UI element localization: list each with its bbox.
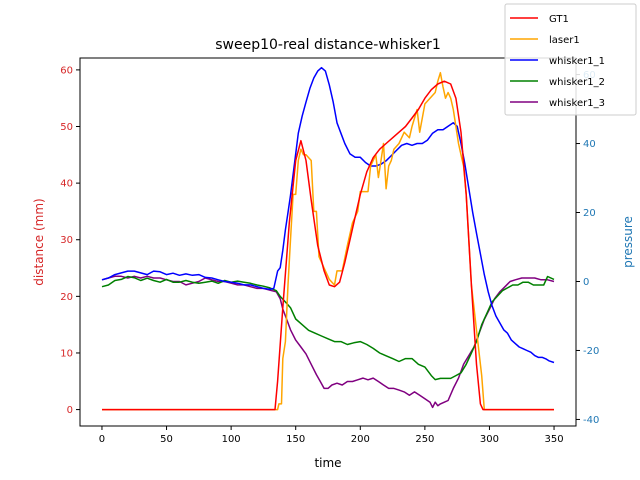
y-right-tick-label: 40 [583, 139, 596, 150]
y-left-tick-label: 40 [60, 179, 73, 190]
x-tick-label: 250 [415, 434, 434, 445]
y-left-tick-label: 60 [60, 65, 73, 76]
y-axis-left-label: distance (mm) [32, 198, 46, 285]
plot-frame [79, 57, 577, 427]
series-line-GT1 [102, 80, 554, 411]
legend-label-whisker1_1: whisker1_1 [549, 56, 605, 67]
legend-label-laser1: laser1 [549, 35, 580, 46]
x-tick-label: 300 [480, 434, 499, 445]
series-line-whisker1_1 [101, 66, 555, 364]
x-tick-label: 50 [160, 434, 173, 445]
x-tick-label: 350 [544, 434, 563, 445]
legend-label-whisker1_3: whisker1_3 [549, 98, 605, 109]
y-right-tick-label: 20 [583, 208, 596, 219]
chart-title: sweep10-real distance-whisker1 [215, 37, 440, 53]
legend-box [504, 3, 637, 116]
y-left-tick-label: 50 [60, 122, 73, 133]
y-right-tick-label: -20 [583, 346, 599, 357]
series-layer [101, 66, 555, 411]
y-left-tick-label: 0 [67, 405, 73, 416]
legend: GT1 laser1 whisker1_1 whisker1_2 whisker1_3 [504, 3, 637, 116]
y-right-tick-label: 0 [583, 277, 589, 288]
x-tick-label: 200 [351, 434, 370, 445]
y-left-tick-label: 20 [60, 292, 73, 303]
x-tick-label: 0 [99, 434, 105, 445]
x-axis-label: time [314, 456, 341, 470]
series-line-whisker1_2 [101, 275, 555, 381]
x-tick-label: 150 [286, 434, 305, 445]
y-left-tick-label: 10 [60, 348, 73, 359]
legend-label-whisker1_2: whisker1_2 [549, 77, 605, 88]
x-tick-label: 100 [222, 434, 241, 445]
y-axis-right-label: pressure [621, 216, 635, 268]
legend-label-GT1: GT1 [549, 14, 569, 25]
series-line-laser1 [102, 71, 554, 411]
y-left-tick-label: 30 [60, 235, 73, 246]
x-axis: 0 50 100 150 200 250 300 350 [99, 426, 564, 445]
y-right-tick-label: -40 [583, 415, 599, 426]
y-axis-left: 0 10 20 30 40 50 60 [60, 65, 80, 416]
